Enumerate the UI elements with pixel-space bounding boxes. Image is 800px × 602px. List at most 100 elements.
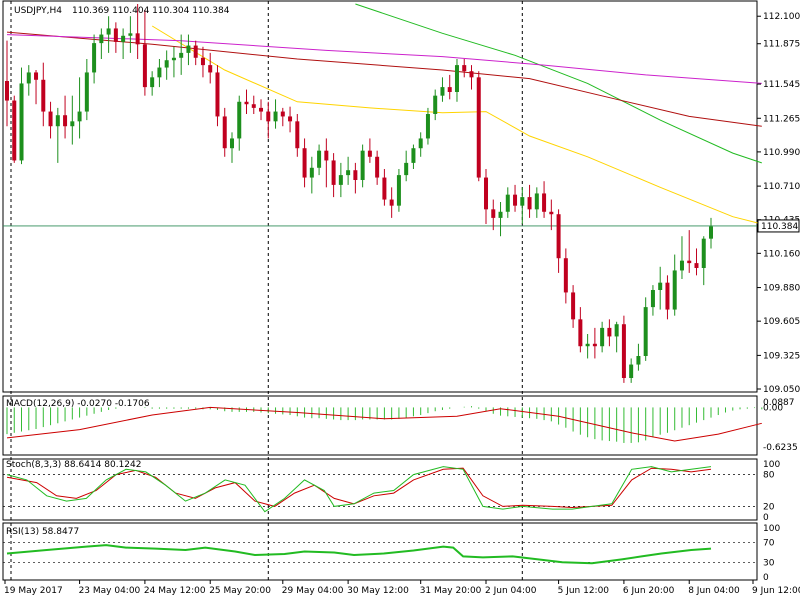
candle[interactable] bbox=[150, 71, 155, 96]
candle[interactable] bbox=[302, 138, 307, 188]
candle[interactable] bbox=[665, 275, 670, 320]
candle[interactable] bbox=[614, 321, 619, 353]
candle[interactable] bbox=[701, 236, 706, 286]
candle[interactable] bbox=[534, 187, 539, 218]
candle[interactable] bbox=[382, 169, 387, 206]
candle[interactable] bbox=[629, 358, 634, 383]
candle[interactable] bbox=[679, 236, 684, 279]
candle[interactable] bbox=[128, 16, 133, 53]
candle[interactable] bbox=[273, 99, 278, 129]
candle[interactable] bbox=[63, 95, 68, 139]
candle[interactable] bbox=[19, 67, 24, 165]
candle[interactable] bbox=[99, 28, 104, 59]
price-pane[interactable] bbox=[3, 3, 762, 383]
candle[interactable] bbox=[280, 107, 285, 127]
candle[interactable] bbox=[41, 62, 46, 127]
candle[interactable] bbox=[425, 107, 430, 145]
candle[interactable] bbox=[338, 162, 343, 198]
candle[interactable] bbox=[367, 138, 372, 163]
candle[interactable] bbox=[563, 248, 568, 304]
candle[interactable] bbox=[84, 59, 89, 121]
candle[interactable] bbox=[578, 307, 583, 353]
candle[interactable] bbox=[106, 16, 111, 53]
rsi-pane[interactable] bbox=[3, 542, 757, 565]
candle[interactable] bbox=[585, 334, 590, 359]
candle[interactable] bbox=[121, 28, 126, 59]
candle[interactable] bbox=[34, 70, 39, 105]
candle[interactable] bbox=[26, 65, 31, 96]
candle[interactable] bbox=[193, 40, 198, 66]
candle[interactable] bbox=[505, 187, 510, 218]
candle[interactable] bbox=[317, 144, 322, 176]
candle[interactable] bbox=[215, 65, 220, 127]
candle[interactable] bbox=[621, 315, 626, 383]
candle[interactable] bbox=[113, 22, 118, 53]
candle[interactable] bbox=[484, 169, 489, 224]
candle[interactable] bbox=[237, 95, 242, 151]
candle[interactable] bbox=[476, 71, 481, 182]
candle[interactable] bbox=[157, 59, 162, 88]
candle[interactable] bbox=[353, 162, 358, 194]
candle[interactable] bbox=[309, 156, 314, 194]
candle[interactable] bbox=[607, 319, 612, 347]
candle[interactable] bbox=[687, 230, 692, 273]
candle[interactable] bbox=[592, 327, 597, 359]
candle[interactable] bbox=[389, 187, 394, 218]
candle[interactable] bbox=[643, 297, 648, 361]
candle[interactable] bbox=[266, 101, 271, 139]
candle[interactable] bbox=[92, 34, 97, 84]
candle[interactable] bbox=[600, 321, 605, 353]
candle[interactable] bbox=[324, 138, 329, 188]
candle[interactable] bbox=[440, 77, 445, 102]
candle[interactable] bbox=[694, 248, 699, 276]
candle[interactable] bbox=[527, 184, 532, 218]
candle[interactable] bbox=[491, 199, 496, 231]
candle[interactable] bbox=[70, 95, 75, 145]
candle[interactable] bbox=[375, 150, 380, 185]
candle[interactable] bbox=[55, 107, 60, 163]
candle[interactable] bbox=[222, 107, 227, 157]
candle[interactable] bbox=[171, 46, 176, 78]
candle[interactable] bbox=[709, 217, 713, 249]
candle[interactable] bbox=[542, 181, 547, 218]
candle[interactable] bbox=[200, 46, 205, 78]
candle[interactable] bbox=[636, 343, 641, 371]
candle[interactable] bbox=[454, 59, 459, 102]
candle[interactable] bbox=[229, 132, 234, 163]
candle[interactable] bbox=[142, 10, 147, 96]
candle[interactable] bbox=[331, 153, 336, 198]
candle[interactable] bbox=[447, 74, 452, 100]
candle[interactable] bbox=[469, 65, 474, 90]
candle[interactable] bbox=[549, 199, 554, 231]
candle[interactable] bbox=[498, 202, 503, 237]
candle[interactable] bbox=[77, 77, 82, 139]
candle[interactable] bbox=[658, 266, 663, 310]
candle[interactable] bbox=[418, 132, 423, 157]
candle[interactable] bbox=[360, 144, 365, 188]
candle[interactable] bbox=[513, 184, 518, 212]
candle[interactable] bbox=[186, 34, 191, 66]
candle[interactable] bbox=[251, 95, 256, 114]
candle[interactable] bbox=[5, 40, 9, 127]
candle[interactable] bbox=[556, 209, 561, 273]
candle[interactable] bbox=[433, 89, 438, 121]
candle[interactable] bbox=[259, 99, 264, 121]
stochastic-pane[interactable] bbox=[3, 466, 757, 513]
candle[interactable] bbox=[288, 106, 293, 133]
candle[interactable] bbox=[571, 285, 576, 328]
candle[interactable] bbox=[244, 89, 249, 114]
candle[interactable] bbox=[346, 156, 351, 185]
candle[interactable] bbox=[672, 254, 677, 316]
candle[interactable] bbox=[48, 101, 53, 139]
candle[interactable] bbox=[164, 50, 169, 80]
candle[interactable] bbox=[396, 169, 401, 212]
candle[interactable] bbox=[411, 144, 416, 169]
candle[interactable] bbox=[520, 187, 525, 224]
macd-pane[interactable] bbox=[6, 406, 763, 443]
candle[interactable] bbox=[208, 52, 213, 84]
candle[interactable] bbox=[650, 285, 655, 316]
candle[interactable] bbox=[179, 34, 184, 75]
candle[interactable] bbox=[295, 114, 300, 157]
candle[interactable] bbox=[135, 4, 140, 59]
